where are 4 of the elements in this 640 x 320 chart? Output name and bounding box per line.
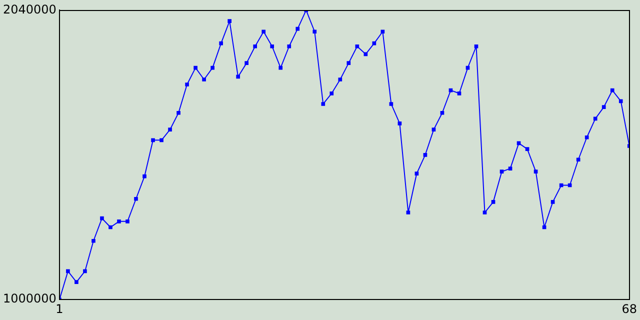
x-tick-label: 68 xyxy=(622,302,638,316)
y-tick-label: 1000000 xyxy=(2,292,56,306)
y-tick-label: 2040000 xyxy=(2,2,56,16)
x-tick-label: 1 xyxy=(56,302,64,316)
